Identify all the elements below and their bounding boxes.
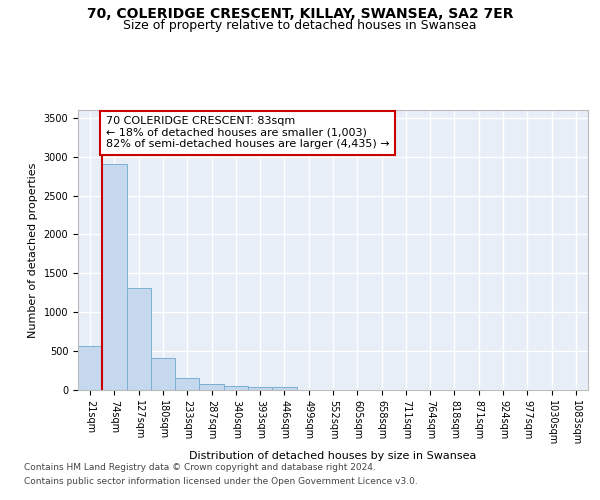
- Text: Contains HM Land Registry data © Crown copyright and database right 2024.: Contains HM Land Registry data © Crown c…: [24, 462, 376, 471]
- Y-axis label: Number of detached properties: Number of detached properties: [28, 162, 38, 338]
- X-axis label: Distribution of detached houses by size in Swansea: Distribution of detached houses by size …: [190, 450, 476, 460]
- Bar: [199, 384, 224, 390]
- Text: Contains public sector information licensed under the Open Government Licence v3: Contains public sector information licen…: [24, 478, 418, 486]
- Text: 70, COLERIDGE CRESCENT, KILLAY, SWANSEA, SA2 7ER: 70, COLERIDGE CRESCENT, KILLAY, SWANSEA,…: [87, 8, 513, 22]
- Bar: [102, 164, 127, 390]
- Bar: [175, 378, 199, 390]
- Bar: [151, 358, 175, 390]
- Bar: [224, 386, 248, 390]
- Text: Size of property relative to detached houses in Swansea: Size of property relative to detached ho…: [123, 19, 477, 32]
- Bar: [272, 386, 296, 390]
- Bar: [78, 346, 102, 390]
- Bar: [248, 386, 272, 390]
- Bar: [127, 288, 151, 390]
- Text: 70 COLERIDGE CRESCENT: 83sqm
← 18% of detached houses are smaller (1,003)
82% of: 70 COLERIDGE CRESCENT: 83sqm ← 18% of de…: [106, 116, 389, 150]
